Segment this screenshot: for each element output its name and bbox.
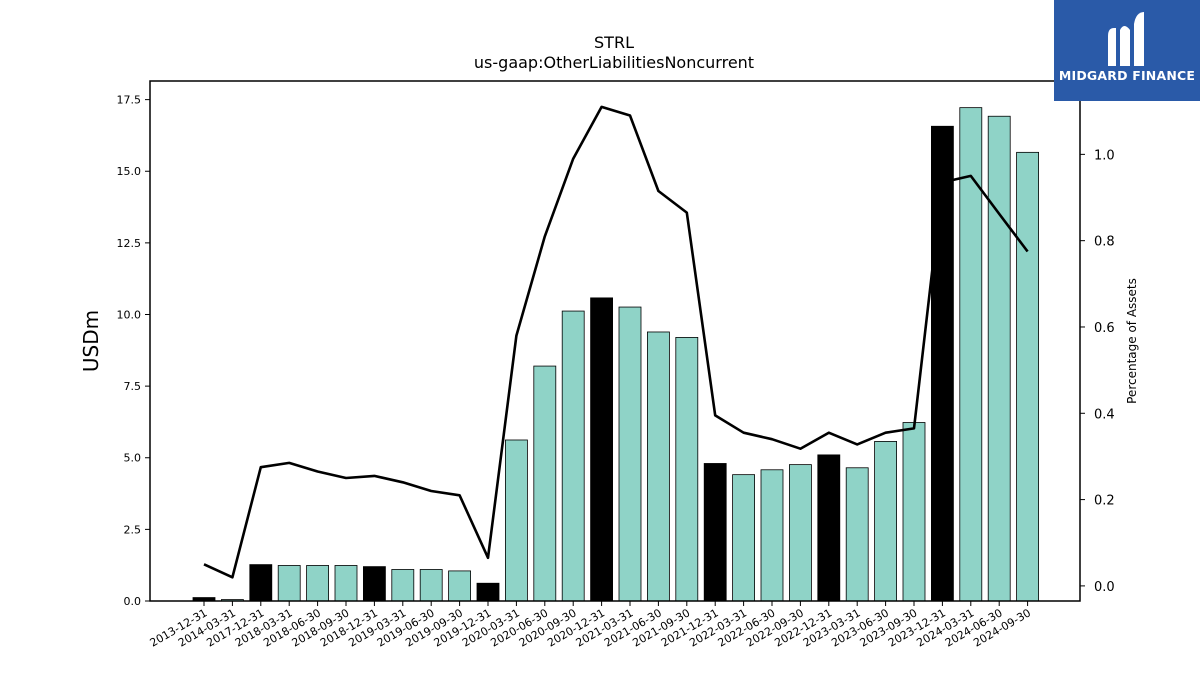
y-tick-label-15.0: 15.0 <box>117 165 142 178</box>
bar-2018-06-30 <box>306 565 330 602</box>
y2-tick-label-0.4: 0.4 <box>1094 407 1115 422</box>
bar-2022-12-31 <box>817 454 841 602</box>
bar-2021-12-31 <box>703 463 727 602</box>
y-tick-label-2.5: 2.5 <box>124 523 142 536</box>
bar-2019-12-31 <box>476 582 500 602</box>
bar-2024-03-31 <box>959 107 983 602</box>
midgard-finance-logo: MIDGARD FINANCE <box>1054 0 1200 101</box>
bar-series <box>192 107 1039 602</box>
bar-2021-03-31 <box>618 306 642 602</box>
chart-subtitle: us-gaap:OtherLiabilitiesNoncurrent <box>474 53 754 72</box>
bar-2020-09-30 <box>561 310 585 602</box>
bar-2022-09-30 <box>789 464 812 602</box>
bar-2020-03-31 <box>504 439 528 602</box>
bar-2023-03-31 <box>845 467 869 602</box>
y2-tick-label-0.2: 0.2 <box>1094 494 1115 509</box>
y2-tick-label-1.0: 1.0 <box>1094 148 1115 163</box>
logo-text: MIDGARD FINANCE <box>1058 68 1196 83</box>
y-tick-label-17.5: 17.5 <box>117 94 142 107</box>
y-tick-label-10.0: 10.0 <box>117 308 142 321</box>
bar-2018-12-31 <box>362 566 386 602</box>
bar-2023-09-30 <box>902 422 926 602</box>
bar-2018-03-31 <box>277 565 301 602</box>
line-series <box>203 105 1029 579</box>
y-axis-label-right: Percentage of Assets <box>1125 278 1139 404</box>
y-tick-label-7.5: 7.5 <box>124 380 142 393</box>
y-axis-label-left: USDm <box>79 310 103 372</box>
logo-mark-icon <box>1108 12 1144 66</box>
bar-2019-03-31 <box>391 569 415 602</box>
bar-2022-03-31 <box>732 474 755 602</box>
bar-2021-06-30 <box>647 331 670 602</box>
bar-2018-09-30 <box>334 565 358 602</box>
bar-2023-12-31 <box>931 125 954 602</box>
bar-2019-09-30 <box>448 570 472 602</box>
bar-2019-06-30 <box>419 569 443 602</box>
percentage-of-assets-line <box>203 105 1029 579</box>
bar-2022-06-30 <box>760 469 784 602</box>
chart-title: STRL <box>594 33 634 52</box>
bar-2021-09-30 <box>675 337 699 602</box>
bar-2023-06-30 <box>874 441 897 602</box>
y-tick-label-12.5: 12.5 <box>117 237 142 250</box>
y2-tick-label-0.0: 0.0 <box>1094 580 1115 595</box>
bar-2020-12-31 <box>590 297 613 602</box>
bar-2024-06-30 <box>987 115 1011 602</box>
y2-tick-label-0.8: 0.8 <box>1094 235 1115 250</box>
y2-tick-label-0.6: 0.6 <box>1094 321 1115 336</box>
plot-frame <box>149 80 1081 602</box>
y-tick-label-0.0: 0.0 <box>124 595 142 608</box>
bar-2017-12-31 <box>249 564 273 602</box>
bar-2024-09-30 <box>1016 151 1039 602</box>
y-tick-label-5.0: 5.0 <box>124 452 142 465</box>
bar-2020-06-30 <box>533 365 557 602</box>
